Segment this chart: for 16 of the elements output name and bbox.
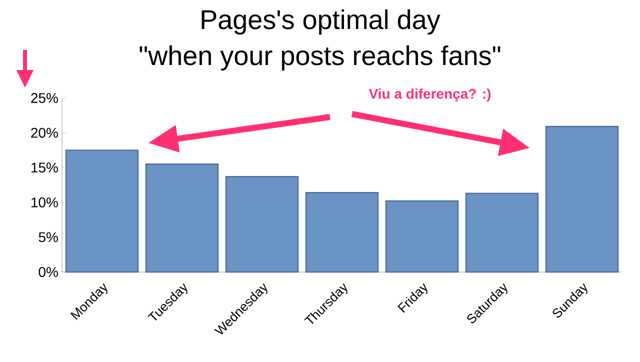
chart-title: Pages's optimal day xyxy=(202,9,440,35)
chart-subtitle: "when your posts reachs fans" xyxy=(140,45,500,71)
y-tick-label: 15% xyxy=(32,162,58,173)
annotation: Viu a diferença? :) xyxy=(368,88,491,102)
y-tick-label: 5% xyxy=(38,232,58,242)
bar xyxy=(145,164,219,273)
y-tick-label: 0% xyxy=(38,267,58,277)
y-tick-label: 10% xyxy=(32,197,58,208)
bar xyxy=(225,176,299,273)
bar xyxy=(65,150,139,273)
bar xyxy=(385,200,459,273)
bar xyxy=(465,192,539,273)
bar xyxy=(545,126,619,273)
y-tick-label: 20% xyxy=(31,128,58,138)
bar xyxy=(305,192,379,273)
y-tick-label: 25% xyxy=(31,93,58,103)
